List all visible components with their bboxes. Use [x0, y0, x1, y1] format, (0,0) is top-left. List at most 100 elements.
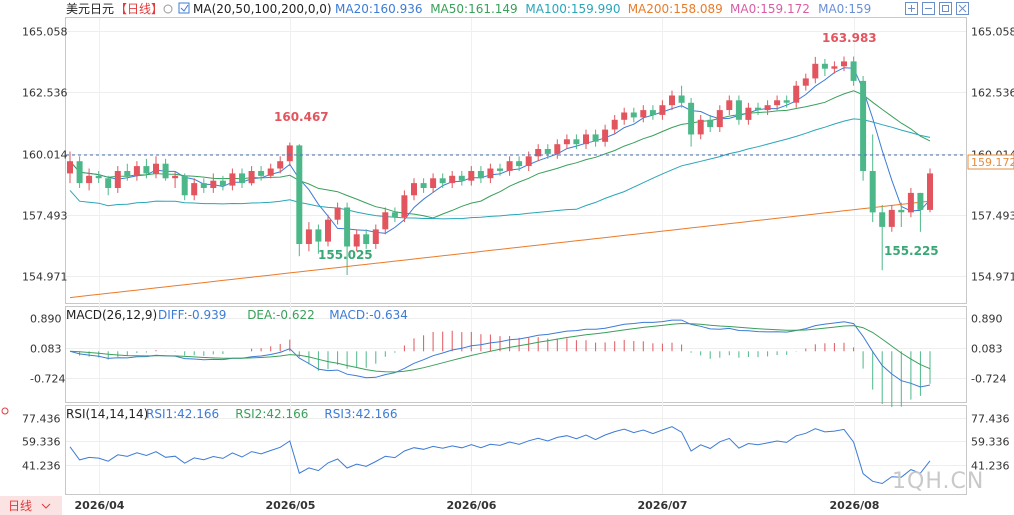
candle-body [678, 95, 685, 103]
candle-body [516, 161, 523, 167]
low2-annotation: 155.225 [884, 244, 939, 258]
candle-body [315, 229, 322, 242]
rsi-settings-icon[interactable] [1, 407, 9, 415]
symbol-title: 美元日元 [66, 2, 114, 16]
candle-body [439, 178, 446, 184]
macd-tick-left: -0.724 [30, 373, 65, 386]
macd-values-group: DIFF:-0.939 DEA:-0.622 MACD:-0.634 [158, 308, 408, 322]
macd-dea-line [69, 322, 931, 373]
macd-value-2: MACD:-0.634 [329, 308, 408, 322]
axis-labels: 165.058165.058162.536162.536160.014160.0… [22, 26, 1014, 513]
candle-body [191, 183, 198, 196]
candle-body [153, 163, 159, 174]
rsi-tick-right: 59.336 [971, 436, 1010, 449]
candle-body [239, 173, 245, 184]
candle-body [449, 175, 456, 184]
candle-body [630, 112, 637, 118]
candle-body [525, 156, 532, 166]
period-tab[interactable] [0, 496, 62, 515]
candle-body [296, 145, 303, 244]
candle-body [879, 212, 886, 227]
ma-config-icon[interactable] [178, 2, 190, 14]
candle-body [535, 149, 542, 157]
candle-body [755, 107, 761, 111]
price-tick-left: 154.971 [22, 271, 68, 284]
candle-body [286, 145, 293, 162]
restore-icon-glyph [942, 5, 949, 12]
macd-value-0: DIFF:-0.939 [158, 308, 226, 322]
candle-body [401, 195, 408, 218]
period-label[interactable]: 【日线】 [115, 2, 163, 16]
macd-value-1: DEA:-0.622 [247, 308, 315, 322]
candle-body [592, 134, 599, 142]
restore-icon[interactable] [939, 2, 952, 15]
candle-body [344, 207, 351, 247]
candle-body [506, 161, 513, 171]
grid-lines [66, 18, 966, 494]
ma-value-1: MA50:161.149 [430, 2, 518, 16]
high2-annotation: 160.467 [274, 110, 329, 124]
candle-body [477, 171, 484, 179]
candle-body [95, 175, 102, 179]
rsi-group [69, 426, 931, 485]
price-tick-right: 157.493 [971, 210, 1014, 223]
candle-body [172, 175, 179, 179]
macd-group [69, 319, 931, 408]
macd-tick-right: 0.890 [971, 313, 1003, 326]
price-tick-left: 162.536 [22, 87, 68, 100]
rsi-title: RSI(14,14,14) [66, 407, 148, 421]
candle-body [353, 234, 360, 247]
rsi-tick-right: 41.236 [971, 460, 1010, 473]
candle-body [430, 178, 437, 188]
candle-body [267, 168, 274, 176]
date-tick: 2026/08 [830, 499, 880, 512]
candle-body [105, 178, 112, 188]
candle-body [602, 129, 609, 142]
ma100-line [69, 118, 931, 220]
candle-body [783, 100, 790, 103]
expand-icon-glyph [908, 5, 915, 12]
rsi-tick-right: 77.436 [971, 413, 1010, 426]
candle-body [669, 95, 675, 106]
period-tab-dropdown-icon[interactable] [41, 503, 51, 509]
ma-value-2: MA100:159.990 [525, 2, 620, 16]
candle-body [554, 144, 561, 154]
macd-tick-left: 0.890 [30, 313, 62, 326]
candle-body [76, 161, 83, 184]
candle-body [850, 61, 857, 81]
main-panel-frame [65, 17, 967, 304]
macd-tick-right: 0.083 [971, 343, 1003, 356]
macd-panel-frame [65, 306, 967, 403]
rsi-value-1: RSI2:42.166 [235, 407, 308, 421]
candle-body [707, 119, 714, 128]
period-tab-label: 日线 [8, 499, 32, 513]
candle-body [793, 85, 800, 103]
settings-icon[interactable] [163, 4, 173, 14]
rsi-value-2: RSI3:42.166 [324, 407, 397, 421]
candle-body [133, 166, 140, 176]
candle-body [841, 61, 847, 67]
candles-group [67, 56, 933, 275]
candle-body [305, 229, 312, 244]
candle-body [334, 207, 341, 220]
candle-body [143, 166, 150, 174]
candle-body [258, 171, 265, 176]
candle-body [812, 63, 819, 79]
date-tick: 2026/05 [266, 499, 316, 512]
candle-body [229, 173, 236, 186]
candle-body [869, 171, 876, 213]
ma-value-3: MA200:158.089 [628, 2, 723, 16]
rsi-value-0: RSI1:42.166 [146, 407, 219, 421]
candle-body [688, 102, 695, 135]
candle-body [745, 107, 752, 120]
candle-body [611, 119, 618, 130]
price-tick-right: 154.971 [971, 271, 1014, 284]
candle-body [325, 219, 331, 242]
candle-body [764, 105, 771, 111]
rsi-tick-left: 59.336 [22, 436, 61, 449]
date-tick: 2026/07 [638, 499, 688, 512]
rsi-line [69, 426, 931, 485]
candle-body [659, 105, 666, 115]
candle-body [210, 180, 217, 188]
